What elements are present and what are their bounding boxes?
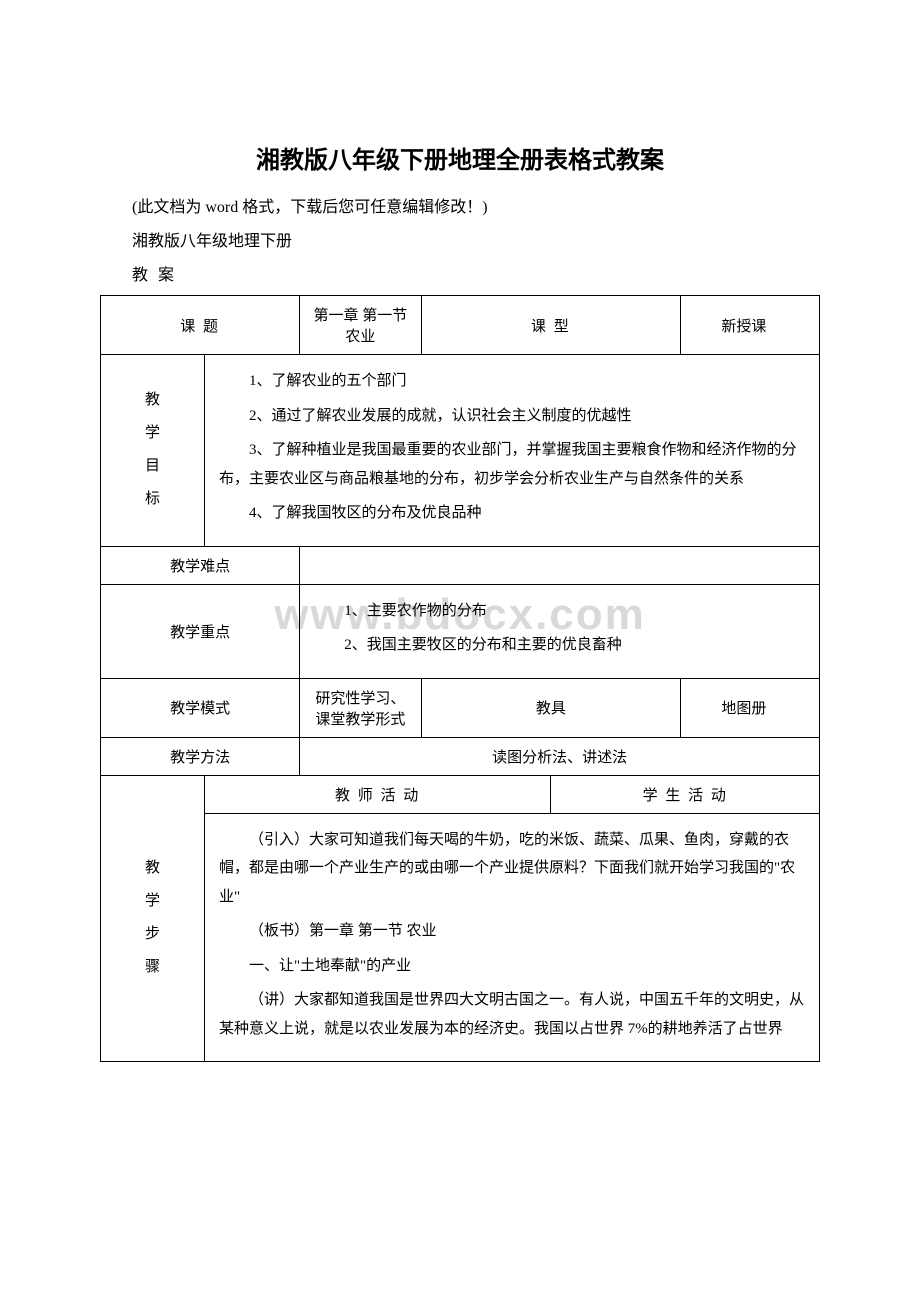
steps-label-1: 教 [145, 860, 160, 876]
difficulty-row: 教学难点 [101, 546, 820, 584]
steps-label-3: 步 [145, 926, 160, 942]
tool-value-cell: 地图册 [681, 678, 820, 737]
keypoint-label-cell: 教学重点 [101, 584, 300, 678]
objectives-label-1: 教 [145, 392, 160, 408]
tool-value: 地图册 [691, 697, 766, 718]
teacher-activity-label: 教 师 活 动 [204, 775, 551, 813]
note-format: (此文档为 word 格式，下载后您可任意编辑修改！) [100, 193, 820, 217]
objective-2: 2、通过了解农业发展的成就，认识社会主义制度的优越性 [219, 402, 805, 431]
topic-value-cell: 第一章 第一节 农业 [300, 296, 421, 355]
type-value-cell: 新授课 [681, 296, 820, 355]
objectives-label-4: 标 [145, 491, 160, 507]
keypoint-2: 2、我国主要牧区的分布和主要的优良畜种 [314, 631, 805, 660]
objective-3: 3、了解种植业是我国最重要的农业部门，并掌握我国主要粮食作物和经济作物的分布，主… [219, 436, 805, 493]
topic-label-cell: 课 题 [101, 296, 300, 355]
step-para-4: （讲）大家都知道我国是世界四大文明古国之一。有人说，中国五千年的文明史，从某种意… [219, 986, 805, 1043]
keypoint-row: 教学重点 1、主要农作物的分布 2、我国主要牧区的分布和主要的优良畜种 [101, 584, 820, 678]
step-para-3: 一、让"土地奉献"的产业 [219, 952, 805, 981]
steps-content-cell: （引入）大家可知道我们每天喝的牛奶，吃的米饭、蔬菜、瓜果、鱼肉，穿戴的衣帽，都是… [204, 813, 819, 1062]
step-para-2: （板书）第一章 第一节 农业 [219, 917, 805, 946]
keypoint-1: 1、主要农作物的分布 [314, 597, 805, 626]
step-para-1: （引入）大家可知道我们每天喝的牛奶，吃的米饭、蔬菜、瓜果、鱼肉，穿戴的衣帽，都是… [219, 826, 805, 912]
mode-label-cell: 教学模式 [101, 678, 300, 737]
method-value-cell: 读图分析法、讲述法 [300, 737, 820, 775]
mode-row: 教学模式 研究性学习、课堂教学形式 教具 地图册 [101, 678, 820, 737]
steps-label-4: 骤 [145, 959, 160, 975]
objectives-label-2: 学 [145, 425, 160, 441]
objectives-label-cell: 教 学 目 标 [101, 355, 205, 547]
type-label-cell: 课 型 [421, 296, 681, 355]
objective-1: 1、了解农业的五个部门 [219, 367, 805, 396]
objectives-content-cell: 1、了解农业的五个部门 2、通过了解农业发展的成就，认识社会主义制度的优越性 3… [204, 355, 819, 547]
student-activity-label: 学 生 活 动 [551, 775, 820, 813]
objective-4: 4、了解我国牧区的分布及优良品种 [219, 499, 805, 528]
method-label-cell: 教学方法 [101, 737, 300, 775]
steps-content-row: （引入）大家可知道我们每天喝的牛奶，吃的米饭、蔬菜、瓜果、鱼肉，穿戴的衣帽，都是… [101, 813, 820, 1062]
objectives-label-3: 目 [145, 458, 160, 474]
keypoint-content-cell: 1、主要农作物的分布 2、我国主要牧区的分布和主要的优良畜种 [300, 584, 820, 678]
method-row: 教学方法 读图分析法、讲述法 [101, 737, 820, 775]
lesson-plan-table-wrapper: 课 题 第一章 第一节 农业 课 型 新授课 教 学 目 标 1、了解农业的五个… [100, 295, 820, 1062]
objectives-row: 教 学 目 标 1、了解农业的五个部门 2、通过了解农业发展的成就，认识社会主义… [101, 355, 820, 547]
activity-header-row: 教 学 步 骤 教 师 活 动 学 生 活 动 [101, 775, 820, 813]
lesson-plan-table: 课 题 第一章 第一节 农业 课 型 新授课 教 学 目 标 1、了解农业的五个… [100, 295, 820, 1062]
type-value: 新授课 [691, 315, 766, 336]
note-edition: 湘教版八年级地理下册 [100, 227, 820, 251]
document-title: 湘教版八年级下册地理全册表格式教案 [100, 140, 820, 175]
mode-value-cell: 研究性学习、课堂教学形式 [300, 678, 421, 737]
difficulty-value-cell [300, 546, 820, 584]
steps-label-2: 学 [145, 893, 160, 909]
header-row: 课 题 第一章 第一节 农业 课 型 新授课 [101, 296, 820, 355]
tool-label-cell: 教具 [421, 678, 681, 737]
steps-label-cell: 教 学 步 骤 [101, 775, 205, 1062]
difficulty-label-cell: 教学难点 [101, 546, 300, 584]
note-plan: 教 案 [100, 261, 820, 285]
